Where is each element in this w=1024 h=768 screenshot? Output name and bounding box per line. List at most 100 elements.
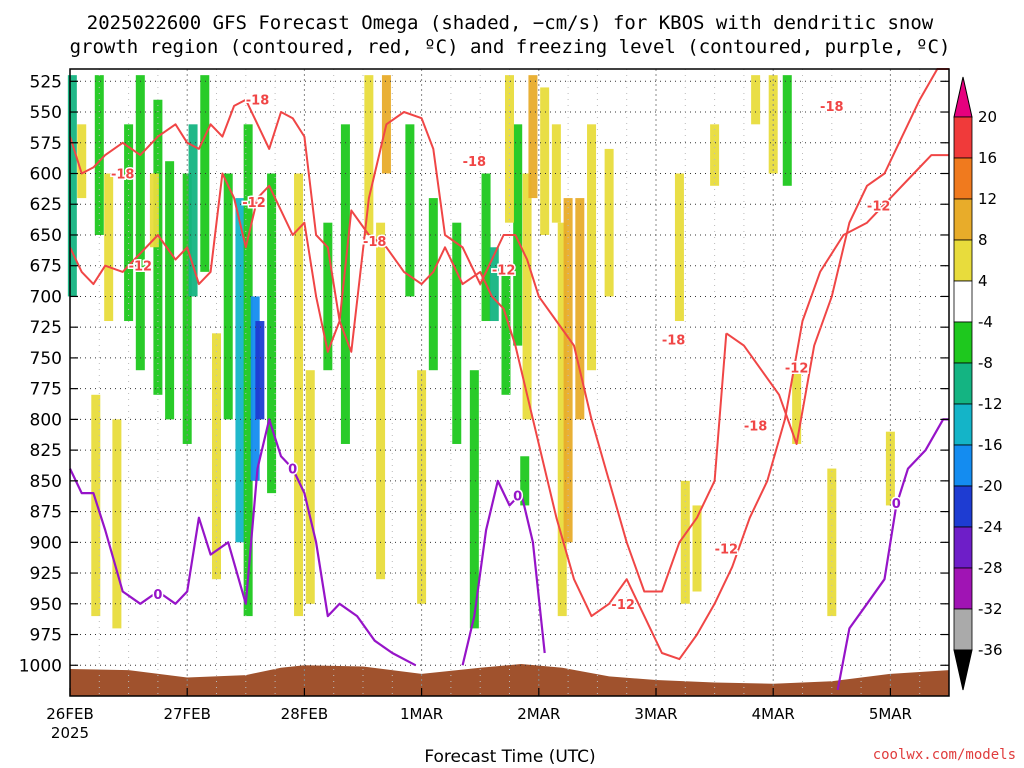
- omega-cell-42: [540, 87, 550, 235]
- omega-cell-48: [604, 148, 614, 297]
- omega-cell-7: [188, 124, 198, 297]
- omega-cell-21: [481, 173, 491, 322]
- red-contour-label-1: -12: [129, 260, 153, 275]
- omega-cell-47: [587, 124, 597, 371]
- red-contour-label-5: -18: [463, 155, 487, 170]
- omega-cell-40: [522, 173, 532, 420]
- purple-contour-label-1: 0: [288, 463, 297, 478]
- purple-contour-0: [69, 418, 417, 667]
- omega-cell-25: [520, 456, 530, 506]
- omega-cell-51: [692, 505, 702, 592]
- omega-cell-57: [885, 431, 895, 506]
- red-contour-1: [69, 154, 949, 661]
- colorbar-label: -20: [978, 477, 1003, 495]
- omega-cell-18: [428, 198, 438, 371]
- y-axis: 525 550 575 600 625 650 675 700 725 750 775 800 825 8…: [19, 72, 949, 676]
- omega-cell-8: [200, 75, 210, 272]
- x-axis-label: Forecast Time (UTC): [424, 747, 595, 767]
- colorbar-segment-1: [953, 157, 973, 200]
- colorbar-label: -24: [978, 518, 1003, 536]
- omega-cell-1: [94, 75, 104, 235]
- omega-cell-39: [505, 75, 514, 223]
- colorbar-label: 16: [978, 149, 997, 167]
- red-contour-label-8: -18: [662, 333, 686, 348]
- red-contour-0: [69, 98, 728, 593]
- omega-cell-33: [294, 173, 304, 617]
- omega-cell-15: [323, 222, 333, 371]
- freezing-level-contours: 0 0 0 0: [69, 418, 949, 691]
- red-contour-label-0: -18: [111, 168, 135, 183]
- y-tick-label-800: 800: [30, 410, 62, 430]
- colorbar-segment-12: [953, 608, 973, 651]
- omega-cell-55: [792, 370, 802, 444]
- x-axis: 26FEB 27FEB 28FEB 1MAR 2MAR 3MAR 4MAR 5MAR: [46, 688, 912, 723]
- omega-cell-43: [551, 124, 561, 223]
- omega-cell-53: [751, 75, 761, 125]
- omega-cell-32: [212, 333, 221, 580]
- omega-cell-11: [243, 124, 253, 617]
- y-tick-label-1000: 1000: [19, 656, 62, 676]
- colorbar-segment-5: [953, 321, 973, 364]
- red-contour-label-3: -12: [242, 196, 266, 211]
- red-contour-label-11: -12: [785, 362, 809, 377]
- y-tick-label-575: 575: [30, 134, 62, 154]
- y-tick-label-900: 900: [30, 533, 62, 553]
- omega-cell-0: [67, 75, 77, 297]
- omega-cell-36: [376, 222, 386, 580]
- colorbar-label: -28: [978, 559, 1003, 577]
- omega-cell-44: [557, 222, 567, 617]
- purple-contour-label-0: 0: [153, 588, 162, 603]
- x-tick-label-26FEB: 26FEB: [46, 705, 93, 723]
- red-contour-label-2: -18: [246, 94, 270, 109]
- y-tick-label-700: 700: [30, 287, 62, 307]
- y-tick-label-625: 625: [30, 195, 62, 215]
- omega-cell-56: [827, 468, 837, 617]
- x-tick-label-1MAR: 1MAR: [400, 705, 443, 723]
- y-tick-label-600: 600: [30, 165, 62, 185]
- omega-cell-22: [489, 247, 499, 322]
- colorbar-label: -4: [978, 313, 993, 331]
- y-tick-label-975: 975: [30, 626, 62, 646]
- omega-cell-31: [149, 173, 159, 248]
- red-contour-label-4: -18: [363, 235, 387, 250]
- colorbar-label: -16: [978, 436, 1003, 454]
- dgz-contours: -18 -12 -18 -12 -18 -18 -12 -12 -18 -12 -18 -12 -18 -…: [69, 68, 949, 661]
- omega-cell-45: [563, 198, 573, 543]
- colorbar-label: 12: [978, 190, 997, 208]
- omega-cell-38: [417, 370, 427, 604]
- red-contour-label-6: -12: [492, 263, 516, 278]
- colorbar-segment-3: [953, 239, 973, 282]
- omega-cell-14: [267, 173, 277, 494]
- colorbar-bottom-triangle: [953, 649, 973, 691]
- omega-cell-17: [405, 124, 415, 297]
- y-tick-label-950: 950: [30, 595, 62, 615]
- omega-cell-34: [305, 370, 315, 604]
- red-contour-label-13: -12: [867, 199, 891, 214]
- omega-cell-35: [364, 75, 374, 235]
- red-contour-2: [725, 68, 949, 445]
- terrain-area: [70, 664, 949, 696]
- omega-cell-26: [782, 75, 792, 186]
- colorbar-label: -32: [978, 600, 1003, 618]
- x-tick-label-27FEB: 27FEB: [163, 705, 210, 723]
- omega-cell-2: [124, 124, 134, 322]
- colorbar-segment-7: [953, 403, 973, 446]
- x-tick-label-4MAR: 4MAR: [752, 705, 795, 723]
- x-axis-year: 2025: [51, 724, 89, 742]
- chart-title-line2: growth region (contoured, red, ºC) and f…: [70, 36, 951, 58]
- colorbar-label: -36: [978, 641, 1003, 659]
- colorbar-label: 4: [978, 272, 988, 290]
- colorbar-segment-2: [953, 198, 973, 241]
- colorbar: 20 16 12 8 4 -4 -8 -12 -16 -20 -24 -28 -32 -36: [953, 76, 1003, 691]
- omega-cell-10: [235, 198, 245, 543]
- purple-contour-label-3: 0: [892, 497, 901, 512]
- colorbar-label: -8: [978, 354, 993, 372]
- omega-cell-30: [112, 419, 122, 629]
- omega-cell-3: [135, 75, 145, 371]
- omega-cell-6: [182, 173, 192, 444]
- y-tick-label-525: 525: [30, 72, 62, 92]
- red-contour-label-12: -18: [820, 100, 844, 115]
- footer-credit: coolwx.com/models: [873, 747, 1016, 763]
- y-tick-label-775: 775: [30, 380, 62, 400]
- red-contour-label-10: -18: [744, 420, 768, 435]
